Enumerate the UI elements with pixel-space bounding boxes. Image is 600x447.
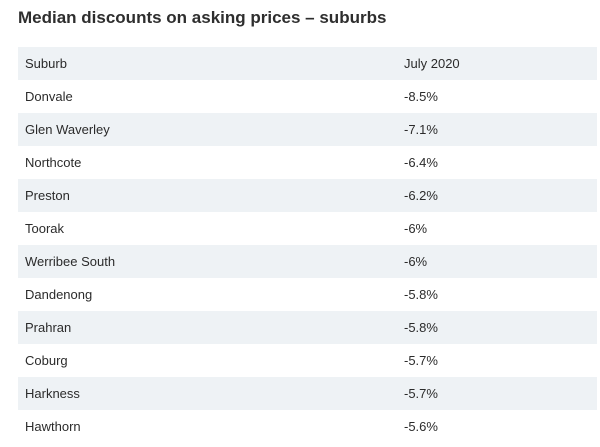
suburb-cell: Coburg [25,353,68,368]
discount-value-cell: -6.4% [404,155,438,170]
discount-table: Suburb July 2020 Donvale -8.5% Glen Waverl… [18,47,597,443]
table-row: Preston -6.2% [18,179,597,212]
suburb-cell: Harkness [25,386,80,401]
table-row: Donvale -8.5% [18,80,597,113]
chart-title: Median discounts on asking prices – subu… [18,8,387,27]
suburb-cell: Donvale [25,89,73,104]
table-row: Werribee South -6% [18,245,597,278]
table-row: Dandenong -5.8% [18,278,597,311]
discount-value-cell: -8.5% [404,89,438,104]
suburb-cell: Glen Waverley [25,122,110,137]
suburb-cell: Preston [25,188,70,203]
table-row: Coburg -5.7% [18,344,597,377]
suburb-cell: Toorak [25,221,65,236]
column-header-suburb: Suburb [25,56,67,71]
discount-value-cell: -5.6% [404,419,438,434]
suburb-cell: Prahran [25,320,72,335]
discount-value-cell: -6% [404,221,428,236]
table-row: Toorak -6% [18,212,597,245]
suburb-cell: Werribee South [25,254,116,269]
table-row: Northcote -6.4% [18,146,597,179]
discount-value-cell: -7.1% [404,122,438,137]
discount-value-cell: -6.2% [404,188,438,203]
table-row: Hawthorn -5.6% [18,410,597,443]
table-row: Harkness -5.7% [18,377,597,410]
column-header-july-2020: July 2020 [404,56,460,71]
discount-value-cell: -5.8% [404,320,438,335]
discount-value-cell: -5.8% [404,287,438,302]
table-body: Donvale -8.5% Glen Waverley -7.1% Northcote -… [18,80,597,443]
suburb-cell: Dandenong [25,287,93,302]
discount-value-cell: -5.7% [404,353,438,368]
table-header-row: Suburb July 2020 [18,47,597,80]
suburb-cell: Hawthorn [25,419,81,434]
table-row: Glen Waverley -7.1% [18,113,597,146]
suburb-cell: Northcote [25,155,82,170]
discount-value-cell: -6% [404,254,428,269]
discount-value-cell: -5.7% [404,386,438,401]
table-row: Prahran -5.8% [18,311,597,344]
